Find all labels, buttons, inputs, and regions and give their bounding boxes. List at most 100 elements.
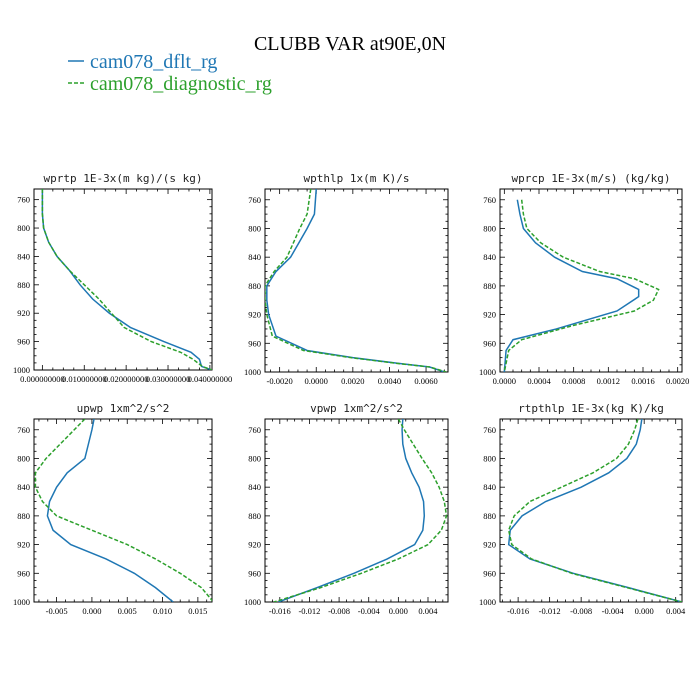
- x-tick-label: 0.005: [118, 606, 137, 616]
- y-tick-label: 760: [17, 425, 30, 435]
- y-tick-label: 960: [248, 338, 261, 348]
- x-tick-label: 0.040000000: [188, 374, 233, 384]
- y-tick-label: 840: [248, 482, 261, 492]
- y-tick-label: 800: [483, 223, 496, 233]
- y-tick-label: 880: [17, 280, 30, 290]
- panel-title: upwp 1xm^2/s^2: [77, 402, 170, 415]
- series-line-diagnostic: [503, 199, 660, 372]
- panel-vpwp: vpwp 1xm^2/s^2 760 800 840 880 920 960 1000 -0.0…: [244, 402, 449, 616]
- x-tick-label: 0.0000: [305, 376, 328, 386]
- series-line-diagnostic: [34, 419, 212, 602]
- series-line-diagnostic: [507, 419, 682, 602]
- x-tick-label: 0.0020: [341, 376, 364, 386]
- y-tick-label: 1000: [244, 597, 261, 607]
- y-tick-label: 1000: [13, 597, 30, 607]
- x-tick-label: 0.000000000: [20, 374, 65, 384]
- x-tick-label: -0.008: [570, 606, 592, 616]
- legend-label-dflt: cam078_dflt_rg: [90, 51, 217, 73]
- x-tick-label: -0.008: [328, 606, 350, 616]
- series-line-dflt: [41, 189, 212, 370]
- y-tick-label: 800: [17, 223, 30, 233]
- y-tick-label: 960: [17, 568, 30, 578]
- figure-title: CLUBB VAR at90E,0N: [254, 33, 446, 55]
- series-line-diagnostic: [265, 189, 447, 372]
- y-tick-label: 840: [483, 482, 496, 492]
- y-tick-label: 840: [17, 482, 30, 492]
- series-line-diagnostic: [41, 189, 212, 370]
- y-tick-label: 880: [248, 511, 261, 521]
- x-tick-label: 0.0012: [597, 376, 620, 386]
- panels: wprtp 1E-3x(m kg)/(s kg) 760 800 840 880 920 9…: [13, 172, 689, 616]
- x-tick-label: 0.0008: [562, 376, 585, 386]
- x-tick-label: 0.015: [188, 606, 207, 616]
- x-tick-label: 0.0040: [378, 376, 401, 386]
- x-tick-label: 0.010: [153, 606, 172, 616]
- x-tick-label: -0.016: [507, 606, 529, 616]
- x-tick-label: 0.030000000: [146, 374, 191, 384]
- x-tick-label: -0.005: [46, 606, 68, 616]
- x-tick-label: 0.000: [82, 606, 101, 616]
- y-tick-label: 880: [483, 511, 496, 521]
- y-tick-label: 760: [248, 425, 261, 435]
- legend: cam078_dflt_rg cam078_diagnostic_rg: [68, 51, 272, 95]
- y-tick-label: 1000: [479, 597, 496, 607]
- x-tick-label: -0.0020: [267, 376, 293, 386]
- x-tick-label: 0.004: [666, 606, 686, 616]
- y-tick-label: 960: [248, 568, 261, 578]
- y-tick-label: 880: [483, 281, 496, 291]
- x-tick-label: 0.004: [418, 606, 438, 616]
- y-tick-label: 840: [17, 251, 30, 261]
- panel-title: rtpthlp 1E-3x(kg K)/kg: [518, 402, 664, 415]
- y-tick-label: 1000: [479, 367, 496, 377]
- y-tick-label: 1000: [244, 367, 261, 377]
- y-tick-label: 880: [248, 281, 261, 291]
- y-tick-label: 760: [17, 195, 30, 205]
- y-tick-label: 1000: [13, 365, 30, 375]
- y-tick-label: 920: [248, 310, 261, 320]
- panel-title: wprtp 1E-3x(m kg)/(s kg): [44, 172, 203, 185]
- panel-wpthlp: wpthlp 1x(m K)/s 760 800 840 880 920 960 1000 -0…: [244, 172, 449, 386]
- y-tick-label: 920: [17, 540, 30, 550]
- y-tick-label: 920: [17, 308, 30, 318]
- y-tick-label: 760: [483, 425, 496, 435]
- y-tick-label: 800: [17, 453, 30, 463]
- y-tick-label: 960: [483, 338, 496, 348]
- y-tick-label: 840: [483, 252, 496, 262]
- plot-frame: [33, 418, 213, 603]
- panel-title: vpwp 1xm^2/s^2: [310, 402, 403, 415]
- plot-frame: [499, 418, 683, 603]
- x-tick-label: 0.000: [389, 606, 408, 616]
- plot-frame: [33, 188, 213, 371]
- series-line-dflt: [503, 199, 640, 372]
- x-tick-label: -0.012: [298, 606, 320, 616]
- x-tick-label: 0.000: [635, 606, 654, 616]
- legend-label-diagnostic: cam078_diagnostic_rg: [90, 73, 272, 95]
- panel-upwp: upwp 1xm^2/s^2 760 800 840 880 920 960 1000 -0.0…: [13, 402, 213, 616]
- series-line-diagnostic: [273, 419, 448, 602]
- x-tick-label: -0.016: [269, 606, 291, 616]
- panel-title: wpthlp 1x(m K)/s: [304, 172, 410, 185]
- x-tick-label: -0.012: [539, 606, 561, 616]
- plot-frame: [264, 188, 449, 373]
- y-tick-label: 800: [248, 223, 261, 233]
- y-tick-label: 960: [17, 337, 30, 347]
- y-tick-label: 840: [248, 252, 261, 262]
- x-tick-label: 0.0000: [493, 376, 516, 386]
- panel-rtpthlp: rtpthlp 1E-3x(kg K)/kg 760 800 840 880 920 960…: [479, 402, 686, 616]
- x-tick-label: 0.0016: [631, 376, 654, 386]
- plot-frame: [499, 188, 683, 373]
- series-line-dflt: [266, 189, 445, 372]
- series-line-dflt: [507, 419, 682, 602]
- x-tick-label: -0.004: [602, 606, 625, 616]
- y-tick-label: 920: [483, 310, 496, 320]
- series-line-dflt: [278, 419, 426, 602]
- y-tick-label: 800: [248, 453, 261, 463]
- y-tick-label: 920: [483, 540, 496, 550]
- panel-wprcp: wprcp 1E-3x(m/s) (kg/kg) 760 800 840 880 920 9…: [479, 172, 689, 386]
- y-tick-label: 920: [248, 540, 261, 550]
- x-tick-label: 0.020000000: [104, 374, 149, 384]
- y-tick-label: 960: [483, 568, 496, 578]
- y-tick-label: 880: [17, 511, 30, 521]
- y-tick-label: 760: [248, 195, 261, 205]
